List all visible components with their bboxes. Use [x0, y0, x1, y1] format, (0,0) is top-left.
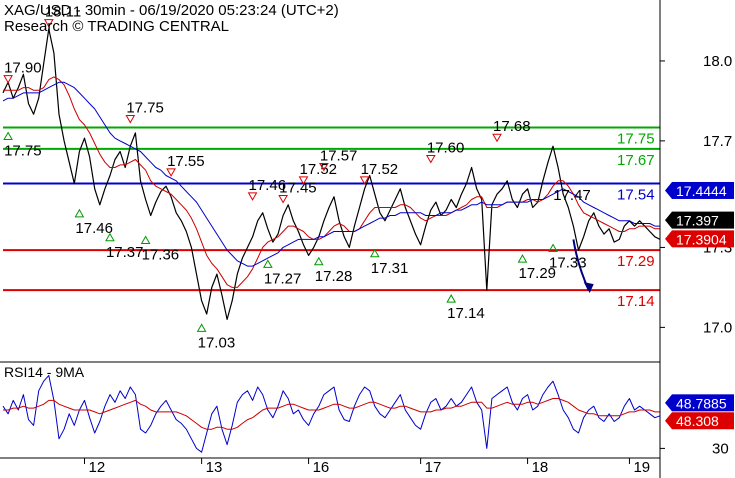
pivot-label: 17.46 [75, 220, 113, 237]
pivot-label: 17.47 [553, 187, 591, 204]
x-tick-label: 18 [532, 459, 549, 476]
level-label: 17.54 [617, 187, 655, 204]
x-tick-label: 17 [425, 459, 442, 476]
x-tick-label: 12 [88, 459, 105, 476]
chart-title: XAG/USD - 30min - 06/19/2020 05:23:24 (U… [4, 2, 339, 19]
pivot-label: 17.29 [518, 265, 556, 282]
pivot-high-marker [492, 133, 502, 143]
pivot-high-marker [359, 176, 370, 185]
pivot-low-marker [313, 256, 324, 266]
price-tag-pointer [665, 230, 672, 248]
series-rsi [2, 374, 661, 453]
level-label: 17.75 [617, 131, 655, 148]
forecast-arrow-head [583, 282, 594, 294]
y-tick-label: 18.0 [703, 53, 732, 70]
pivot-label: 17.55 [167, 153, 205, 170]
rsi-tag-label: 48.308 [676, 413, 719, 429]
rsi-label: RSI14 - 9MA [4, 364, 85, 380]
rsi-y-tick-label: 30 [712, 440, 729, 457]
pivot-label: 17.03 [198, 334, 236, 351]
pivot-label: 17.33 [549, 254, 587, 271]
series-ma-slow [2, 81, 660, 267]
level-label: 17.29 [617, 253, 655, 270]
pivot-label: 17.75 [126, 100, 164, 117]
pivot-label: 17.68 [493, 118, 531, 135]
price-tag-pointer [665, 181, 672, 199]
pivot-low-marker [262, 259, 273, 268]
pivot-label: 17.36 [142, 246, 180, 263]
pivot-high-marker [3, 75, 13, 84]
price-tag [672, 181, 734, 199]
pivot-label: 18.11 [45, 4, 81, 21]
pivot-label: 17.46 [249, 177, 287, 194]
pivot-label: 17.28 [315, 268, 353, 285]
price-tag-pointer [665, 211, 672, 229]
pivot-low-marker [3, 131, 13, 141]
y-tick-label: 17.7 [703, 133, 732, 150]
pivot-low-marker [196, 323, 207, 332]
x-tick-label: 19 [633, 459, 650, 476]
pivot-label: 17.52 [361, 161, 399, 178]
pivot-low-marker [105, 232, 115, 242]
pivot-low-marker [74, 208, 85, 218]
y-tick-label: 17.0 [703, 319, 732, 336]
pivot-label: 17.14 [447, 305, 485, 322]
pivot-label: 17.45 [279, 179, 317, 196]
pivot-high-marker [318, 163, 329, 172]
price-tag-label: 17.4444 [676, 183, 727, 199]
pivot-high-marker [43, 19, 54, 28]
pivot-high-marker [125, 115, 136, 124]
price-tag-label: 17.397 [676, 213, 719, 229]
pivot-low-marker [446, 294, 457, 303]
price-tag [672, 230, 734, 248]
series-rsi-ma [3, 398, 660, 430]
pivot-high-marker [166, 168, 176, 177]
series-ma-fast [3, 76, 660, 288]
pivot-high-marker [278, 194, 288, 204]
pivot-high-marker [298, 176, 309, 185]
pivot-label: 17.90 [4, 60, 42, 77]
pivot-high-marker [425, 155, 436, 164]
x-tick-label: 13 [206, 459, 223, 476]
pivot-low-marker [517, 254, 528, 263]
pivot-label: 17.31 [371, 260, 409, 277]
pivot-low-marker [369, 248, 380, 258]
pivot-low-marker [140, 235, 151, 244]
x-tick-label: 16 [313, 459, 330, 476]
price-panel: 17.75 17.67 17.54 17.29 17.14 17.90 18.11 17.75… [2, 4, 661, 351]
rsi-tag-pointer [665, 412, 672, 430]
research-credit: Research © TRADING CENTRAL [4, 18, 229, 35]
rsi-tag-label: 48.7885 [676, 395, 727, 411]
price-tag-label: 17.3904 [676, 231, 727, 247]
rsi-tag-pointer [665, 394, 672, 412]
level-label: 17.14 [617, 293, 655, 310]
pivot-low-marker [548, 243, 558, 252]
pivot-label: 17.27 [264, 270, 302, 287]
pivot-label: 17.60 [427, 140, 465, 157]
pivot-label: 17.75 [4, 143, 42, 160]
level-label: 17.67 [617, 152, 655, 169]
pivot-label: 17.52 [299, 161, 337, 178]
rsi-panel [2, 374, 661, 453]
rsi-tag [672, 412, 734, 430]
price-tag [672, 211, 734, 229]
pivot-high-marker [247, 192, 258, 201]
pivot-label: 17.37 [106, 244, 144, 261]
pivot-label: 17.57 [320, 148, 358, 165]
rsi-tag [672, 394, 734, 412]
